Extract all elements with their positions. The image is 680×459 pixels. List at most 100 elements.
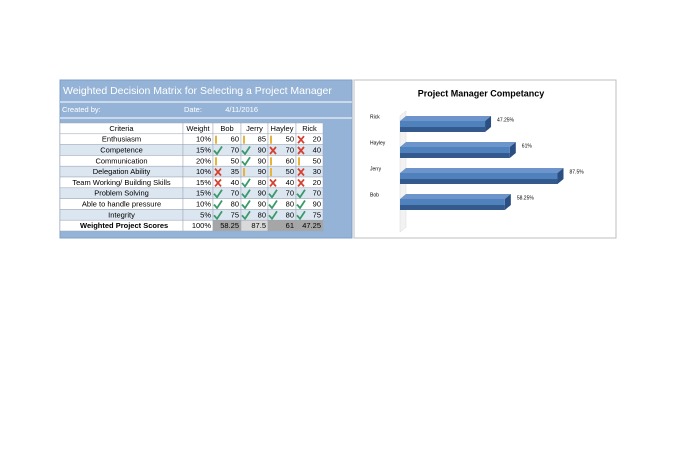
row-value: 35 bbox=[231, 167, 239, 176]
header-label: Weight bbox=[186, 124, 210, 133]
created-by-label: Created by: bbox=[62, 105, 101, 114]
bar-value-label: 58.25% bbox=[517, 195, 535, 201]
row-value: 10% bbox=[196, 199, 211, 208]
bar-side bbox=[485, 116, 492, 132]
row-value: 90 bbox=[258, 189, 266, 198]
category-label: Jerry bbox=[370, 166, 382, 172]
category-label: Hayley bbox=[370, 140, 386, 146]
bar-top bbox=[400, 116, 492, 121]
icon-check bbox=[241, 146, 251, 156]
bar-shade bbox=[400, 179, 558, 184]
icon-check bbox=[241, 200, 251, 210]
row-value: 90 bbox=[258, 145, 266, 154]
bar-value-label: 47.25% bbox=[497, 117, 515, 123]
row-value: 20 bbox=[313, 178, 321, 187]
icon-neutral bbox=[298, 157, 300, 166]
icon-neutral bbox=[215, 157, 217, 166]
icon-neutral bbox=[270, 168, 272, 177]
header-label: Hayley bbox=[271, 124, 294, 133]
bar bbox=[400, 121, 486, 132]
row-value: 40 bbox=[286, 178, 294, 187]
bar-side bbox=[509, 142, 516, 158]
row-value: 15% bbox=[196, 189, 211, 198]
row-value: 50 bbox=[313, 156, 321, 165]
row-value: 70 bbox=[231, 145, 239, 154]
row-label: Able to handle pressure bbox=[82, 199, 161, 208]
icon-neutral bbox=[270, 135, 272, 144]
row-value: 90 bbox=[313, 199, 321, 208]
icon-neutral bbox=[243, 168, 245, 177]
icon-check bbox=[296, 200, 306, 210]
icon-check bbox=[296, 189, 306, 199]
icon-check bbox=[241, 210, 251, 221]
icon-check bbox=[296, 210, 306, 221]
footer-label: Weighted Project Scores bbox=[80, 221, 168, 230]
row-value: 15% bbox=[196, 145, 211, 154]
icon-check bbox=[241, 178, 251, 188]
row-value: 20% bbox=[196, 156, 211, 165]
row-value: 20 bbox=[313, 135, 321, 144]
icon-neutral bbox=[215, 135, 217, 144]
icon-check bbox=[213, 189, 223, 199]
icon-cross bbox=[214, 178, 222, 187]
icon-check bbox=[241, 156, 251, 167]
header-label: Criteria bbox=[109, 124, 134, 133]
bar-side bbox=[504, 194, 511, 210]
row-value: 75 bbox=[313, 210, 321, 219]
row-value: 80 bbox=[258, 210, 266, 219]
row-value: 5% bbox=[200, 210, 211, 219]
row-value: 70 bbox=[286, 145, 294, 154]
icon-neutral bbox=[243, 135, 245, 144]
bar bbox=[400, 173, 558, 184]
header-label: Jerry bbox=[246, 124, 263, 133]
row-label: Delegation Ability bbox=[93, 167, 151, 176]
footer-value: 61 bbox=[286, 221, 294, 230]
bar bbox=[400, 147, 510, 158]
row-value: 50 bbox=[286, 135, 294, 144]
footer-value: 100% bbox=[192, 221, 212, 230]
row-label: Team Working/ Building Skills bbox=[72, 178, 170, 187]
row-value: 40 bbox=[313, 145, 321, 154]
row-value: 10% bbox=[196, 167, 211, 176]
icon-check bbox=[241, 189, 251, 199]
row-value: 10% bbox=[196, 135, 211, 144]
icon-cross bbox=[269, 178, 277, 187]
row-value: 90 bbox=[258, 167, 266, 176]
row-value: 80 bbox=[231, 199, 239, 208]
footer-value: 87.5 bbox=[251, 221, 266, 230]
bar-top bbox=[400, 168, 564, 173]
bar-top bbox=[400, 194, 511, 199]
row-value: 80 bbox=[286, 210, 294, 219]
row-label: Enthusiasm bbox=[102, 135, 141, 144]
row-value: 80 bbox=[286, 199, 294, 208]
category-label: Rick bbox=[370, 114, 380, 120]
row-value: 15% bbox=[196, 178, 211, 187]
icon-cross bbox=[297, 135, 305, 144]
icon-check bbox=[268, 200, 278, 210]
icon-check bbox=[268, 189, 278, 199]
bar-top bbox=[400, 142, 516, 147]
row-value: 85 bbox=[258, 135, 266, 144]
row-value: 30 bbox=[313, 167, 321, 176]
row-label: Communication bbox=[95, 156, 147, 165]
matrix-title: Weighted Decision Matrix for Selecting a… bbox=[63, 85, 332, 97]
row-label: Problem Solving bbox=[94, 189, 149, 198]
row-value: 70 bbox=[231, 189, 239, 198]
row-value: 60 bbox=[286, 156, 294, 165]
bar-shade bbox=[400, 153, 510, 158]
row-value: 40 bbox=[231, 178, 239, 187]
chart-title: Project Manager Competancy bbox=[418, 88, 545, 98]
row-value: 50 bbox=[286, 167, 294, 176]
icon-check bbox=[213, 146, 223, 156]
bar-side bbox=[557, 168, 564, 184]
icon-cross bbox=[297, 168, 305, 177]
date-label: Date: bbox=[184, 105, 202, 114]
icon-cross bbox=[269, 146, 277, 155]
bar-value-label: 87.5% bbox=[570, 169, 585, 175]
row-value: 80 bbox=[258, 178, 266, 187]
row-value: 90 bbox=[258, 156, 266, 165]
header-label: Bob bbox=[220, 124, 233, 133]
category-label: Bob bbox=[370, 192, 379, 198]
